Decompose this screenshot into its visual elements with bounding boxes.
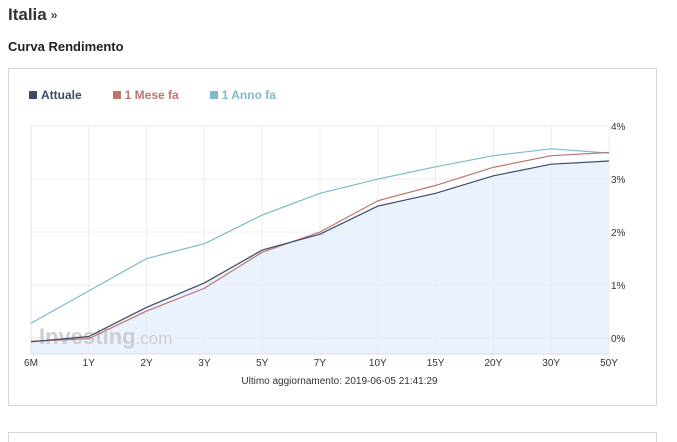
section-title: Curva Rendimento — [8, 39, 124, 54]
next-panel-edge — [8, 432, 657, 442]
legend-item-1-anno-fa[interactable]: 1 Anno fa — [209, 88, 276, 102]
country-title[interactable]: Italia» — [8, 5, 57, 25]
chart-legend: Attuale 1 Mese fa 1 Anno fa — [29, 88, 307, 102]
y-tick-label: 1% — [611, 281, 626, 292]
yield-curve-chart: 4%3%2%1%0%6M 1Y 2Y 3Y 5Y 7Y 10Y 15Y 20Y 30Y 50YInv… — [24, 122, 626, 369]
legend-label-attuale: Attuale — [41, 88, 82, 102]
x-tick-label: 30Y — [542, 358, 560, 369]
y-tick-label: 0% — [611, 334, 626, 345]
legend-item-attuale[interactable]: Attuale — [29, 88, 82, 102]
legend-item-1-mese-fa[interactable]: 1 Mese fa — [112, 88, 179, 102]
legend-label-1-mese-fa: 1 Mese fa — [124, 88, 179, 102]
x-tick-label: 1Y — [83, 358, 96, 369]
x-tick-label: 2Y — [140, 358, 153, 369]
x-tick-label: 20Y — [485, 358, 503, 369]
legend-swatch-1-anno-fa — [209, 91, 218, 99]
last-update-text: Ultimo aggiornamento: 2019-06-05 21:41:2… — [241, 376, 438, 387]
x-tick-label: 50Y — [600, 358, 618, 369]
y-tick-label: 2% — [611, 228, 626, 239]
watermark-suffix: .com — [136, 329, 173, 348]
x-tick-label: 3Y — [198, 358, 211, 369]
x-tick-label: 10Y — [369, 358, 387, 369]
x-tick-label: 5Y — [256, 358, 269, 369]
y-tick-label: 4% — [611, 122, 626, 133]
y-tick-label: 3% — [611, 175, 626, 186]
x-tick-label: 7Y — [314, 358, 327, 369]
chevron-right-icon[interactable]: » — [50, 8, 58, 22]
series-line-1-mese-fa — [30, 151, 610, 342]
series-line-1-anno-fa — [30, 148, 610, 324]
chart-panel: Attuale 1 Mese fa 1 Anno fa 4% 3% 2% 1% 0% 6M… — [8, 68, 657, 406]
legend-swatch-attuale — [29, 91, 37, 99]
country-name[interactable]: Italia — [8, 5, 47, 24]
legend-swatch-1-mese-fa — [112, 91, 121, 99]
legend-label-1-anno-fa: 1 Anno fa — [221, 88, 276, 102]
x-tick-label: 6M — [24, 358, 38, 369]
x-tick-label: 15Y — [427, 358, 445, 369]
series-line-attuale — [30, 160, 610, 343]
